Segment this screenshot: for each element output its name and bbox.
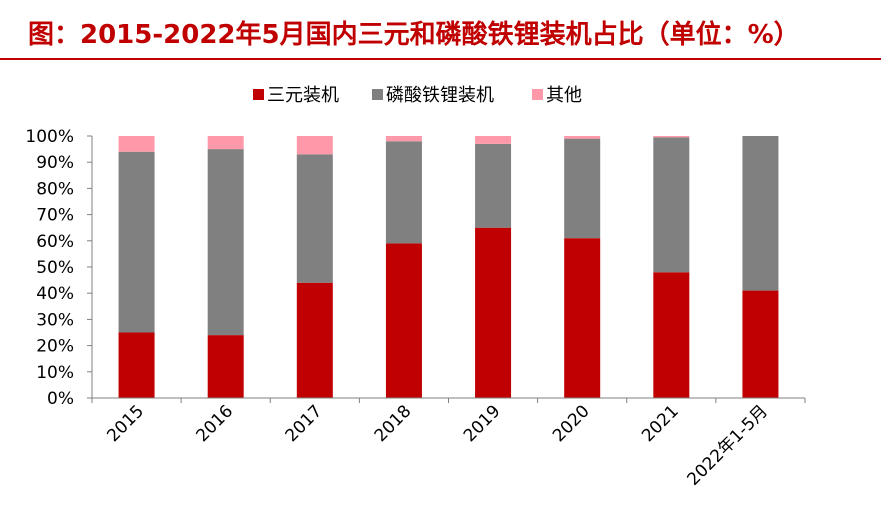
x-tick-label: 2022年1-5月 bbox=[684, 401, 772, 489]
bar-2021-series-1 bbox=[653, 137, 690, 273]
bar-2018-series-2 bbox=[385, 136, 422, 142]
chart-title: 图：2015-2022年5月国内三元和磷酸铁锂装机占比（单位：%） bbox=[28, 20, 800, 50]
x-axis: 2015 2016 2017 2018 2019 2020 2021 2022年1-5月 bbox=[91, 397, 806, 490]
bar-2020-series-1 bbox=[564, 138, 601, 239]
y-tick-label: 40% bbox=[36, 284, 74, 304]
bar-2017-series-2 bbox=[296, 136, 333, 155]
x-tick-label: 2015 bbox=[103, 401, 148, 446]
bar-2018-series-0 bbox=[385, 243, 422, 398]
y-tick-label: 10% bbox=[36, 363, 74, 383]
bars bbox=[118, 136, 779, 398]
legend-label-2: 其他 bbox=[546, 85, 582, 106]
stacked-bar-chart: 三元装机 磷酸铁锂装机 其他 0% 10% 20% 30% 40% 50% 60% 70% 80% 9… bbox=[25, 85, 806, 490]
x-tick-label: 2016 bbox=[192, 401, 237, 446]
bar-2016-series-0 bbox=[207, 335, 244, 398]
y-tick-label: 20% bbox=[36, 337, 74, 357]
bar-2021-series-2 bbox=[653, 136, 690, 138]
y-tick-label: 70% bbox=[36, 206, 74, 226]
bar-2022年1-5月-series-1 bbox=[742, 136, 779, 291]
bar-2018-series-1 bbox=[385, 141, 422, 244]
x-tick-label: 2021 bbox=[638, 401, 683, 446]
bar-2020-series-2 bbox=[564, 136, 601, 139]
x-tick-label: 2017 bbox=[282, 401, 327, 446]
y-tick-label: 100% bbox=[25, 127, 74, 147]
y-axis: 0% 10% 20% 30% 40% 50% 60% 70% 80% 90% 100% bbox=[25, 127, 93, 409]
legend-swatch-2 bbox=[532, 89, 543, 100]
bar-2019-series-2 bbox=[475, 136, 512, 144]
bar-2022年1-5月-series-0 bbox=[742, 290, 779, 398]
x-tick-label: 2018 bbox=[371, 401, 416, 446]
legend-label-0: 三元装机 bbox=[267, 85, 339, 106]
bar-2015-series-1 bbox=[118, 151, 155, 333]
y-tick-label: 0% bbox=[47, 389, 74, 409]
bar-2015-series-0 bbox=[118, 332, 155, 398]
y-tick-label: 30% bbox=[36, 310, 74, 330]
legend-swatch-0 bbox=[253, 89, 264, 100]
y-tick-label: 80% bbox=[36, 179, 74, 199]
bar-2015-series-2 bbox=[118, 136, 155, 152]
bar-2021-series-0 bbox=[653, 272, 690, 398]
y-tick-label: 60% bbox=[36, 232, 74, 252]
bar-2017-series-0 bbox=[296, 282, 333, 398]
x-tick-label: 2020 bbox=[549, 401, 594, 446]
chart-area: 三元装机 磷酸铁锂装机 其他 0% 10% 20% 30% 40% 50% 60% 70% 80% 9… bbox=[0, 60, 881, 513]
bar-2016-series-1 bbox=[207, 149, 244, 336]
legend-swatch-1 bbox=[372, 89, 383, 100]
y-tick-label: 90% bbox=[36, 153, 74, 173]
legend-label-1: 磷酸铁锂装机 bbox=[386, 85, 494, 106]
x-tick-label: 2019 bbox=[460, 401, 505, 446]
title-bar: 图：2015-2022年5月国内三元和磷酸铁锂装机占比（单位：%） bbox=[0, 0, 881, 60]
y-tick-label: 50% bbox=[36, 258, 74, 278]
legend: 三元装机 磷酸铁锂装机 其他 bbox=[253, 85, 582, 106]
bar-2016-series-2 bbox=[207, 136, 244, 150]
bar-2019-series-1 bbox=[475, 143, 512, 228]
bar-2020-series-0 bbox=[564, 238, 601, 398]
bar-2019-series-0 bbox=[475, 227, 512, 398]
bar-2017-series-1 bbox=[296, 154, 333, 283]
